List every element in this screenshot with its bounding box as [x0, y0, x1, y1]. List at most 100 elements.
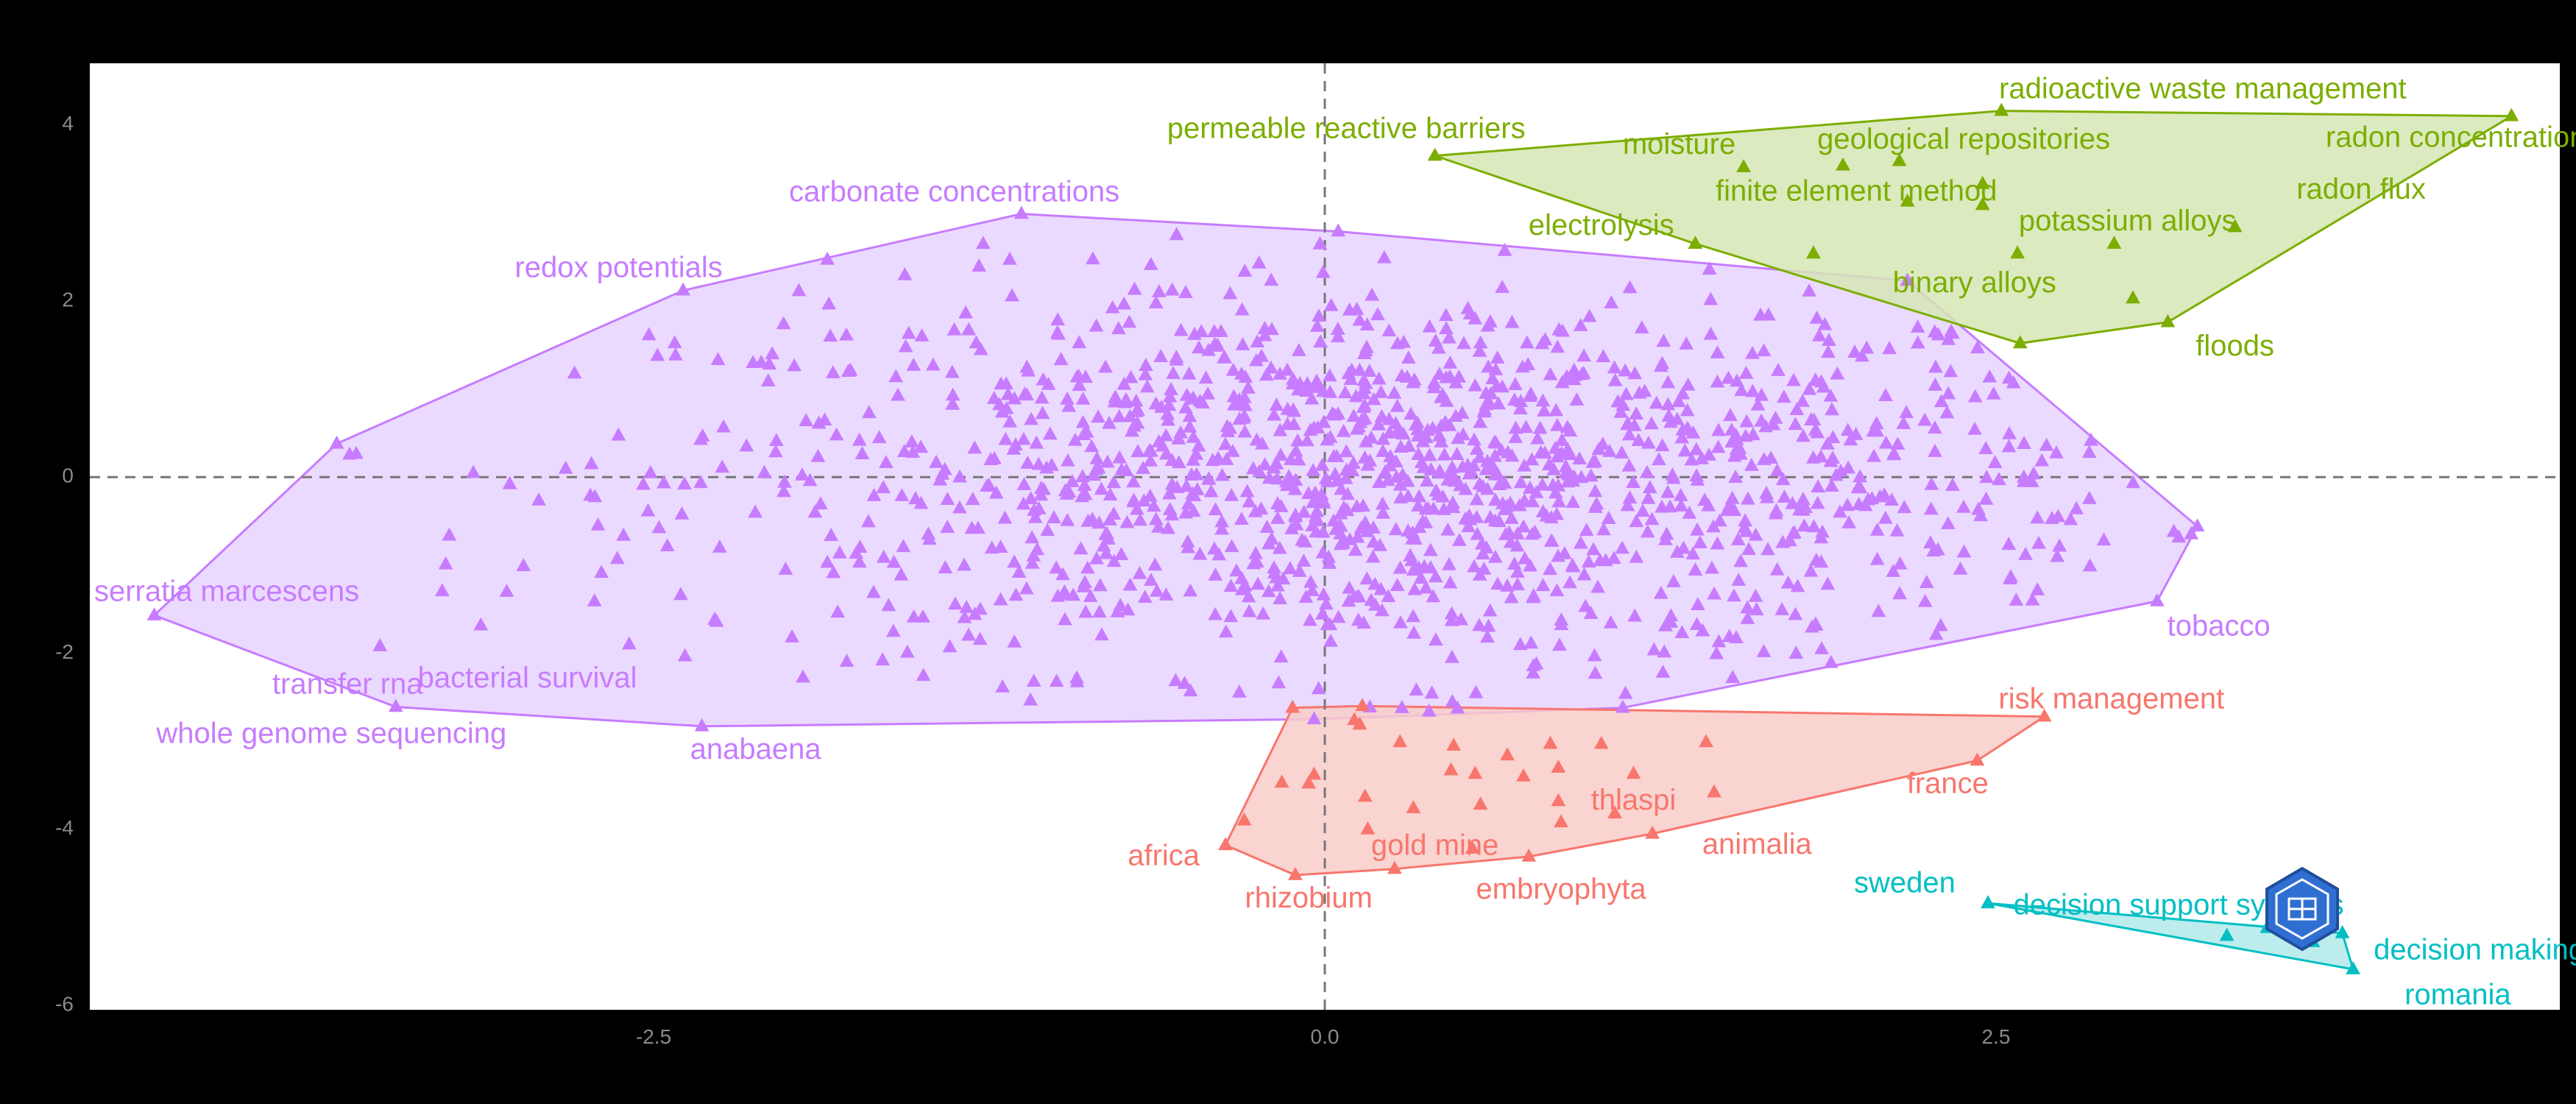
purple-data-point	[1886, 447, 1902, 461]
purple-data-point	[1306, 420, 1322, 434]
purple-data-point	[1892, 556, 1908, 570]
purple-data-point	[1424, 685, 1440, 699]
purple-data-point	[1158, 446, 1174, 460]
purple-data-point	[1788, 606, 1803, 620]
purple-data-point	[1234, 581, 1250, 595]
purple-data-point	[888, 369, 904, 383]
purple-data-point	[1565, 559, 1581, 573]
purple-data-point	[1136, 493, 1152, 507]
purple-data-point	[1882, 341, 1897, 355]
purple-data-point	[1806, 519, 1822, 533]
purple-data-point	[1745, 345, 1760, 359]
purple-data-point	[1315, 524, 1331, 538]
purple-data-point	[826, 565, 841, 578]
purple-data-point	[1872, 489, 1888, 503]
purple-data-point	[1318, 596, 1334, 610]
purple-data-point	[1774, 602, 1790, 615]
purple-data-point	[1956, 499, 1971, 513]
purple-data-point	[916, 668, 931, 682]
purple-data-point	[1613, 404, 1629, 418]
purple-data-point	[1573, 318, 1588, 331]
purple-data-point	[1393, 560, 1408, 574]
purple-data-point	[466, 464, 481, 478]
purple-data-point	[899, 644, 915, 658]
purple-data-point	[1513, 394, 1529, 407]
purple-data-point	[673, 587, 688, 601]
purple-data-point	[1341, 366, 1356, 380]
purple-data-point	[1312, 308, 1326, 322]
purple-data-point	[2025, 592, 2040, 606]
purple-data-point	[1373, 537, 1387, 551]
purple-data-point	[1439, 369, 1454, 383]
purple-data-point	[1390, 422, 1406, 436]
purple-data-point	[787, 358, 802, 372]
purple-data-point	[1543, 562, 1557, 576]
purple-data-point	[1123, 369, 1139, 383]
purple-data-point	[1500, 578, 1515, 592]
purple-data-point	[1555, 323, 1570, 337]
red-data-point	[1521, 848, 1537, 862]
purple-data-point	[1710, 345, 1725, 358]
purple-data-point	[1889, 523, 1905, 537]
green-data-point	[1892, 152, 1907, 166]
purple-data-point	[1250, 334, 1265, 347]
purple-data-point	[1476, 404, 1492, 418]
purple-data-point	[1179, 387, 1195, 401]
purple-data-point	[1162, 486, 1177, 500]
purple-data-point	[1927, 420, 1942, 434]
purple-data-point	[1806, 412, 1822, 426]
purple-data-point	[329, 435, 344, 449]
purple-data-point	[1680, 403, 1695, 417]
purple-data-point	[1861, 492, 1876, 506]
purple-data-point	[1444, 612, 1459, 626]
purple-data-point	[1785, 495, 1800, 509]
purple-data-point	[1326, 513, 1341, 527]
green-data-point	[1736, 159, 1751, 172]
purple-data-point	[1660, 484, 1675, 498]
red-data-point	[1357, 788, 1373, 802]
purple-data-point	[1411, 447, 1426, 461]
purple-data-point	[1383, 449, 1398, 462]
purple-data-point	[1443, 575, 1458, 589]
purple-data-point	[1640, 524, 1655, 538]
red-data-point	[1593, 735, 1609, 749]
purple-data-point	[1529, 484, 1544, 498]
purple-data-point	[1688, 562, 1703, 576]
purple-data-point	[1338, 470, 1354, 484]
purple-data-point	[1388, 522, 1404, 536]
purple-data-point	[1653, 358, 1669, 372]
purple-data-point	[2031, 535, 2046, 549]
purple-data-point	[584, 456, 599, 470]
purple-data-point	[641, 327, 657, 341]
purple-data-point	[1250, 576, 1265, 590]
purple-data-point	[1671, 394, 1686, 408]
purple-data-point	[993, 592, 1008, 606]
purple-data-point	[1428, 632, 1443, 646]
purple-data-point	[1273, 499, 1289, 512]
purple-data-point	[1695, 623, 1710, 637]
purple-data-point	[1350, 529, 1365, 543]
green-data-point	[2160, 314, 2176, 328]
purple-data-point	[1928, 359, 1943, 373]
purple-data-point	[1330, 329, 1345, 343]
purple-data-point	[1750, 397, 1766, 411]
purple-data-point	[1479, 385, 1493, 399]
purple-data-point	[2009, 592, 2024, 606]
purple-data-point	[1510, 538, 1525, 552]
purple-data-point	[1604, 295, 1619, 308]
purple-data-point	[1346, 456, 1361, 470]
purple-data-point	[796, 669, 810, 683]
purple-data-point	[1693, 535, 1708, 548]
purple-data-point	[1183, 583, 1198, 597]
red-data-point	[1406, 800, 1421, 813]
purple-data-point	[1690, 597, 1705, 611]
purple-data-point	[1440, 472, 1456, 486]
purple-data-point	[1653, 585, 1669, 599]
purple-data-point	[1234, 512, 1249, 526]
purple-data-point	[1490, 576, 1505, 590]
purple-data-point	[1000, 386, 1016, 400]
purple-data-point	[1744, 457, 1759, 471]
purple-data-point	[929, 454, 944, 468]
purple-data-point	[1748, 588, 1763, 602]
purple-data-point	[1432, 463, 1448, 477]
